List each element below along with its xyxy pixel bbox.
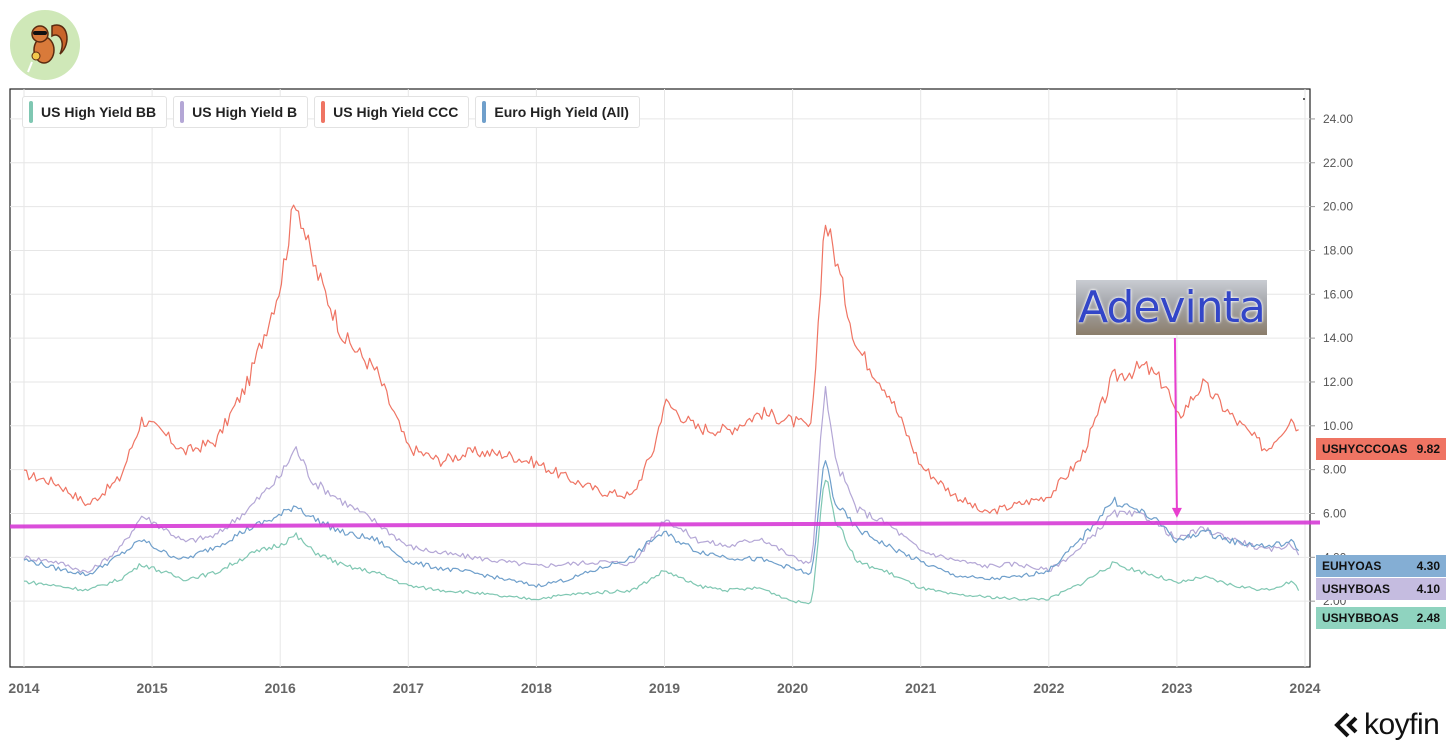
- legend-label: US High Yield CCC: [333, 104, 459, 120]
- tag-ushyboas: USHYBOAS 4.10: [1316, 578, 1446, 600]
- legend-label: Euro High Yield (All): [494, 104, 629, 120]
- y-tick-label: 22.00: [1323, 156, 1353, 170]
- koyfin-logo-icon: [1334, 712, 1358, 738]
- legend-swatch: [180, 101, 185, 123]
- y-tick-label: 16.00: [1323, 287, 1353, 301]
- y-tick-label: 12.00: [1323, 375, 1353, 389]
- legend-us-high-yield-bb[interactable]: US High Yield BB: [22, 96, 168, 128]
- plot-frame: [9, 88, 1311, 668]
- koyfin-wordmark: koyfin: [1364, 708, 1440, 741]
- x-tick-label: 2017: [393, 680, 424, 696]
- x-tick-label: 2014: [8, 680, 39, 696]
- tag-value: 4.30: [1416, 559, 1440, 573]
- series-line-ushyboas: [23, 386, 1300, 574]
- x-tick-label: 2022: [1033, 680, 1064, 696]
- x-tick-label: 2024: [1289, 680, 1320, 696]
- x-tick-label: 2023: [1161, 680, 1192, 696]
- x-tick-label: 2021: [905, 680, 936, 696]
- tag-ushycccoas: USHYCCCOAS 9.82: [1316, 438, 1446, 460]
- legend-swatch: [29, 101, 33, 123]
- y-tick-label: 24.00: [1323, 112, 1353, 126]
- squirrel-logo: [10, 10, 80, 80]
- tag-code: EUHYOAS: [1322, 559, 1382, 573]
- adevinta-logo-image: Adevinta: [1076, 280, 1267, 335]
- tag-value: 4.10: [1416, 582, 1440, 596]
- koyfin-brand: koyfin: [1334, 708, 1440, 742]
- y-tick-label: 10.00: [1323, 419, 1353, 433]
- series-line-euhyoas: [23, 460, 1300, 588]
- chart-menu-dot: [1303, 98, 1305, 100]
- annotation-arrow-head: [1171, 507, 1182, 518]
- y-tick-label: 8.00: [1323, 463, 1347, 477]
- y-tick-label: 20.00: [1323, 200, 1353, 214]
- support-level-line: [9, 520, 1321, 529]
- legend-us-high-yield-ccc[interactable]: US High Yield CCC: [314, 96, 470, 128]
- legend-label: US High Yield BB: [41, 104, 157, 120]
- tag-code: USHYBOAS: [1322, 582, 1391, 596]
- legend-label: US High Yield B: [192, 104, 298, 120]
- annotation-arrow-shaft: [1173, 337, 1178, 510]
- legend-euro-high-yield-all[interactable]: Euro High Yield (All): [475, 96, 640, 128]
- legend-us-high-yield-b[interactable]: US High Yield B: [173, 96, 309, 128]
- chart-legend: US High Yield BB US High Yield B US High…: [22, 96, 640, 128]
- tag-ushybboas: USHYBBOAS 2.48: [1316, 607, 1446, 629]
- series-line-ushybboas: [23, 479, 1300, 605]
- tag-code: USHYCCCOAS: [1322, 442, 1408, 456]
- tag-code: USHYBBOAS: [1322, 611, 1399, 625]
- legend-swatch: [321, 101, 326, 123]
- series-line-ushycccoas: [23, 204, 1299, 515]
- x-tick-label: 2018: [521, 680, 552, 696]
- y-tick-label: 18.00: [1323, 243, 1353, 257]
- y-tick-label: 14.00: [1323, 331, 1353, 345]
- x-tick-label: 2019: [649, 680, 680, 696]
- x-tick-label: 2015: [137, 680, 168, 696]
- x-tick-label: 2020: [777, 680, 808, 696]
- tag-euhyoas: EUHYOAS 4.30: [1316, 555, 1446, 577]
- y-tick-label: 6.00: [1323, 506, 1347, 520]
- legend-swatch: [482, 101, 487, 123]
- tag-value: 2.48: [1416, 611, 1440, 625]
- tag-value: 9.82: [1416, 442, 1440, 456]
- adevinta-label: Adevinta: [1078, 282, 1266, 333]
- x-tick-label: 2016: [265, 680, 296, 696]
